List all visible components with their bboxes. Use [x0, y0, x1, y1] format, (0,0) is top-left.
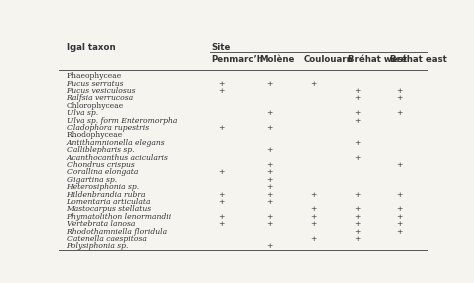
Text: +: + — [354, 139, 361, 147]
Text: +: + — [266, 198, 273, 206]
Text: +: + — [354, 117, 361, 125]
Text: Chondrus crispus: Chondrus crispus — [66, 161, 134, 169]
Text: +: + — [396, 109, 403, 117]
Text: Gigartina sp.: Gigartina sp. — [66, 176, 117, 184]
Text: +: + — [396, 161, 403, 169]
Text: +: + — [396, 205, 403, 213]
Text: +: + — [266, 176, 273, 184]
Text: +: + — [266, 191, 273, 199]
Text: Cladophora rupestris: Cladophora rupestris — [66, 124, 149, 132]
Text: Ulva sp.: Ulva sp. — [66, 109, 98, 117]
Text: +: + — [396, 213, 403, 221]
Text: +: + — [219, 191, 225, 199]
Text: +: + — [354, 87, 361, 95]
Text: +: + — [266, 124, 273, 132]
Text: Coulouarn: Coulouarn — [303, 55, 353, 64]
Text: Ralfsia verrucosa: Ralfsia verrucosa — [66, 94, 134, 102]
Text: Penmarc’h: Penmarc’h — [212, 55, 264, 64]
Text: Polysiphonia sp.: Polysiphonia sp. — [66, 243, 129, 250]
Text: +: + — [310, 191, 317, 199]
Text: Phymatolithon lenormandii: Phymatolithon lenormandii — [66, 213, 172, 221]
Text: +: + — [266, 146, 273, 154]
Text: +: + — [266, 243, 273, 250]
Text: +: + — [310, 220, 317, 228]
Text: +: + — [266, 109, 273, 117]
Text: +: + — [310, 235, 317, 243]
Text: +: + — [310, 80, 317, 87]
Text: +: + — [219, 198, 225, 206]
Text: Molène: Molène — [259, 55, 295, 64]
Text: Phaeophyceae: Phaeophyceae — [66, 72, 122, 80]
Text: Bréhat west: Bréhat west — [347, 55, 407, 64]
Text: +: + — [354, 235, 361, 243]
Text: Rhodothamniella floridula: Rhodothamniella floridula — [66, 228, 168, 236]
Text: +: + — [354, 94, 361, 102]
Text: +: + — [219, 87, 225, 95]
Text: Site: Site — [212, 43, 231, 52]
Text: +: + — [354, 191, 361, 199]
Text: +: + — [219, 80, 225, 87]
Text: lgal taxon: lgal taxon — [66, 43, 115, 52]
Text: Acanthocanthus acicularis: Acanthocanthus acicularis — [66, 154, 168, 162]
Text: +: + — [219, 213, 225, 221]
Text: +: + — [310, 205, 317, 213]
Text: +: + — [266, 220, 273, 228]
Text: Calliblepharis sp.: Calliblepharis sp. — [66, 146, 134, 154]
Text: Heterosiphonia sp.: Heterosiphonia sp. — [66, 183, 140, 191]
Text: +: + — [354, 228, 361, 236]
Text: +: + — [219, 168, 225, 176]
Text: +: + — [266, 168, 273, 176]
Text: Corallina elongata: Corallina elongata — [66, 168, 138, 176]
Text: +: + — [219, 220, 225, 228]
Text: Chlorophyceae: Chlorophyceae — [66, 102, 124, 110]
Text: Bréhat east: Bréhat east — [390, 55, 447, 64]
Text: Mastocarpus stellatus: Mastocarpus stellatus — [66, 205, 152, 213]
Text: +: + — [396, 228, 403, 236]
Text: +: + — [396, 191, 403, 199]
Text: +: + — [354, 109, 361, 117]
Text: +: + — [396, 220, 403, 228]
Text: Hildenbrandia rubra: Hildenbrandia rubra — [66, 191, 146, 199]
Text: +: + — [354, 220, 361, 228]
Text: +: + — [354, 205, 361, 213]
Text: +: + — [266, 213, 273, 221]
Text: Fucus serratus: Fucus serratus — [66, 80, 124, 87]
Text: Antithamnionella elegans: Antithamnionella elegans — [66, 139, 165, 147]
Text: +: + — [310, 213, 317, 221]
Text: Rhodophyceae: Rhodophyceae — [66, 131, 123, 139]
Text: Ulva sp. form Enteromorpha: Ulva sp. form Enteromorpha — [66, 117, 177, 125]
Text: +: + — [396, 94, 403, 102]
Text: Catenella caespitosa: Catenella caespitosa — [66, 235, 146, 243]
Text: +: + — [266, 161, 273, 169]
Text: +: + — [354, 154, 361, 162]
Text: Vertebrata lanosa: Vertebrata lanosa — [66, 220, 135, 228]
Text: +: + — [396, 87, 403, 95]
Text: +: + — [219, 124, 225, 132]
Text: Fucus vesiculosus: Fucus vesiculosus — [66, 87, 136, 95]
Text: +: + — [354, 213, 361, 221]
Text: Lomentaria articulata: Lomentaria articulata — [66, 198, 151, 206]
Text: +: + — [266, 80, 273, 87]
Text: +: + — [266, 183, 273, 191]
